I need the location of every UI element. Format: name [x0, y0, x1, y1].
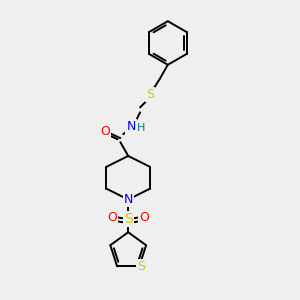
Text: O: O — [107, 211, 117, 224]
Text: S: S — [124, 212, 133, 226]
Text: S: S — [137, 260, 145, 273]
Text: O: O — [100, 125, 110, 138]
Text: H: H — [137, 123, 145, 133]
Text: O: O — [139, 211, 149, 224]
Text: N: N — [127, 120, 136, 133]
Text: N: N — [124, 193, 133, 206]
Text: S: S — [146, 88, 154, 101]
